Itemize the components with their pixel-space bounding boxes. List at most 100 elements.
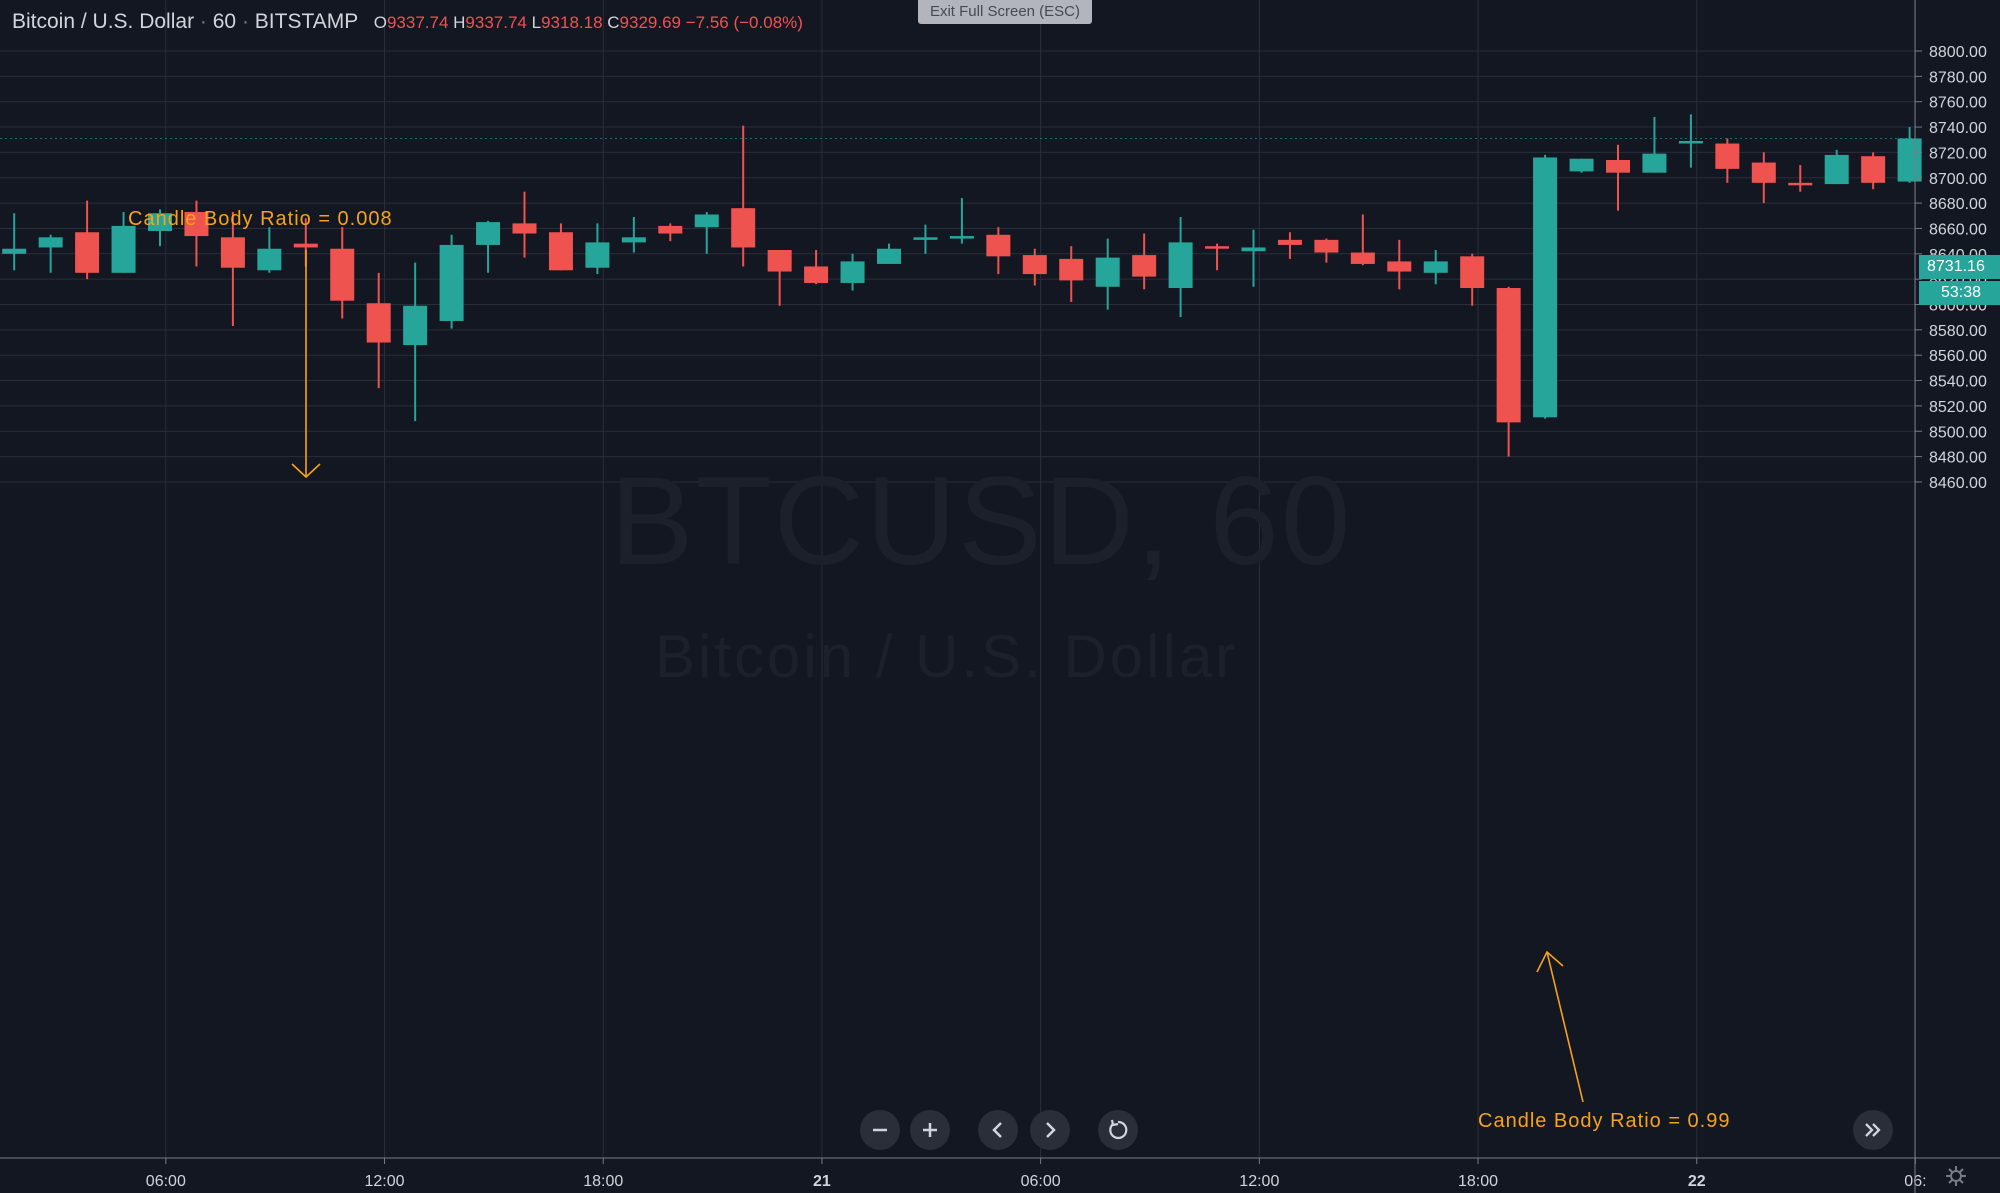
candle-body [1642, 153, 1667, 173]
scroll-right-icon [1046, 1122, 1056, 1138]
scroll-to-realtime-icon [1865, 1123, 1881, 1137]
candle [257, 227, 282, 273]
candle [1022, 248, 1047, 286]
candle [220, 211, 245, 327]
candle-body [1277, 239, 1302, 245]
high-value: 9337.74 [465, 13, 527, 32]
candle-body [512, 223, 537, 234]
candle [476, 220, 501, 273]
low-label: L [531, 13, 542, 32]
scroll-left-button[interactable] [978, 1110, 1018, 1150]
scroll-right-button[interactable] [1030, 1110, 1070, 1150]
candle-body [840, 261, 865, 283]
candle [1241, 229, 1266, 287]
candle [1606, 144, 1630, 211]
zoom-in-button[interactable] [910, 1110, 950, 1150]
zoom-out-button[interactable] [860, 1110, 900, 1150]
header-separator: · [199, 10, 207, 33]
candle-body [2, 248, 27, 254]
candle-body [621, 237, 646, 243]
y-tick-label: 8660.00 [1929, 221, 1987, 238]
y-tick-label: 8480.00 [1929, 450, 1987, 467]
candle-body [1350, 252, 1375, 264]
settings-gear-icon[interactable] [1945, 1165, 1967, 1187]
candle [1496, 286, 1521, 457]
countdown-tag: 53:38 [1919, 281, 2000, 305]
open-label: O [373, 13, 387, 32]
candle [75, 200, 100, 280]
candles [2, 114, 1922, 457]
x-tick-label: 12:00 [365, 1173, 405, 1190]
grid-lines [0, 0, 1916, 1158]
y-tick-label: 8720.00 [1929, 145, 1987, 162]
reset-chart-button[interactable] [1098, 1110, 1138, 1150]
candle-body [366, 303, 391, 343]
candle-body [949, 236, 974, 239]
candle-body [731, 208, 756, 248]
candle-body [877, 248, 901, 264]
candle [1460, 253, 1485, 306]
candle-body [548, 232, 573, 271]
close-label: C [607, 13, 620, 32]
candle [1861, 152, 1886, 190]
candle-body [1533, 157, 1558, 418]
candle-body [986, 234, 1011, 257]
candle-body [1168, 242, 1193, 289]
y-tick-label: 8460.00 [1929, 475, 1987, 492]
candle-body [1678, 140, 1703, 144]
candle-body [1861, 156, 1886, 183]
x-tick-label: 18:00 [583, 1173, 623, 1190]
interval[interactable]: 60 [212, 10, 237, 33]
candle [767, 249, 792, 306]
x-tick-label: 06:00 [1021, 1173, 1061, 1190]
candle-body [1314, 239, 1339, 253]
candle-body [1387, 261, 1412, 272]
arrow-right-shaft [1546, 951, 1584, 1103]
exit-fullscreen-button[interactable]: Exit Full Screen (ESC) [918, 0, 1092, 24]
annotation-right: Candle Body Ratio = 0.99 [1478, 1110, 1731, 1132]
x-tick-label: 12:00 [1239, 1173, 1279, 1190]
arrow-left-head [291, 463, 321, 479]
y-tick-label: 8700.00 [1929, 171, 1987, 188]
candle [330, 227, 355, 319]
last-price-tag: 8731.16 [1919, 255, 2000, 279]
candle-body [1606, 160, 1630, 173]
symbol-name[interactable]: Bitcoin / U.S. Dollar [12, 10, 195, 33]
scroll-left-icon [992, 1122, 1002, 1138]
x-tick-label: 06:00 [146, 1173, 186, 1190]
change-value: −7.56 (−0.08%) [685, 13, 803, 32]
candle [1132, 233, 1157, 290]
watermark-name: Bitcoin / U.S. Dollar [655, 623, 1239, 690]
candle [38, 234, 63, 273]
candle-body [1205, 246, 1230, 249]
candle-body [439, 244, 464, 321]
candle [1569, 158, 1594, 173]
candle [1277, 232, 1302, 259]
candle [1095, 238, 1120, 310]
candle-body [38, 237, 63, 248]
close-value: 9329.69 [619, 13, 681, 32]
candle-body [1241, 247, 1266, 252]
y-tick-label: 8800.00 [1929, 44, 1987, 61]
scroll-to-realtime-button[interactable] [1853, 1110, 1893, 1150]
candle [1533, 154, 1558, 419]
candle [913, 224, 938, 254]
candle-body [1132, 255, 1157, 277]
y-tick-label: 8680.00 [1929, 196, 1987, 213]
candle [2, 213, 27, 271]
candle-body [767, 249, 792, 272]
watermark-ticker: BTCUSD, 60 [610, 452, 1353, 591]
candle-body [1897, 138, 1922, 182]
candle [877, 243, 901, 264]
candle-body [694, 214, 719, 228]
candle [621, 217, 646, 253]
y-tick-label: 8740.00 [1929, 120, 1987, 137]
candle [1897, 127, 1922, 183]
y-tick-label: 8780.00 [1929, 69, 1987, 86]
candle-body [220, 237, 245, 268]
open-value: 9337.74 [386, 13, 449, 32]
y-tick-label: 8760.00 [1929, 95, 1987, 112]
candle [1642, 116, 1667, 173]
candle [694, 211, 719, 254]
